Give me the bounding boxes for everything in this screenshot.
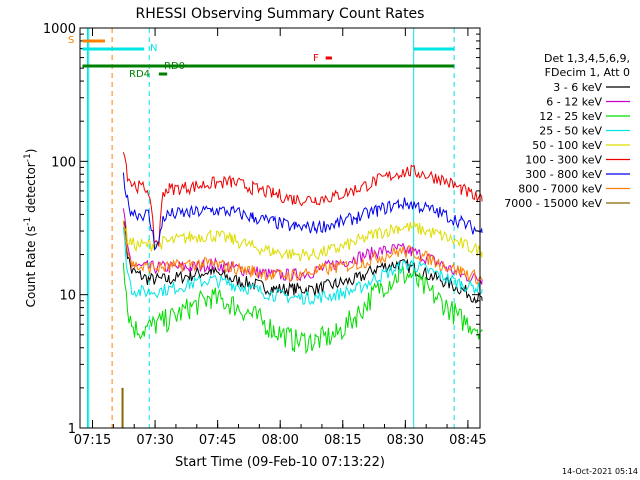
y-tick-label-2: 100	[51, 155, 76, 170]
x-tick-label-2: 07:45	[199, 433, 236, 448]
legend-label-7: 800 - 7000 keV	[518, 183, 602, 196]
legend-label-6: 300 - 800 keV	[525, 168, 602, 181]
x-tick-label-3: 08:00	[261, 433, 298, 448]
legend-label-8: 7000 - 15000 keV	[504, 197, 602, 210]
plot-area	[87, 28, 483, 428]
legend: Det 1,3,4,5,6,9, FDecim 1, Att 0 3 - 6 k…	[504, 52, 630, 210]
legend-header-line-1: Det 1,3,4,5,6,9,	[544, 52, 630, 65]
y-tick-label-1: 10	[59, 289, 76, 304]
x-tick-label-4: 08:15	[324, 433, 361, 448]
annotation-label-rd4: RD4	[129, 69, 150, 80]
x-axis-ticks: 07:15 07:30 07:45 08:00 08:15 08:30 08:45	[74, 28, 487, 448]
series-line-5	[122, 152, 483, 248]
x-tick-label-1: 07:30	[136, 433, 173, 448]
series-line-4	[122, 220, 483, 262]
legend-header-line-2: FDecim 1, Att 0	[545, 66, 630, 79]
y-tick-label-0: 1	[68, 422, 76, 437]
x-tick-label-6: 08:45	[449, 433, 486, 448]
annotation-label-rd0: RD0	[164, 61, 185, 72]
legend-label-3: 25 - 50 keV	[539, 125, 602, 138]
series-line-2	[122, 262, 483, 355]
plot-annotations: S N RD0 RD4 F	[68, 35, 455, 80]
y-tick-label-3: 1000	[43, 22, 76, 37]
legend-label-5: 100 - 300 keV	[525, 154, 602, 167]
x-tick-label-0: 07:15	[74, 433, 111, 448]
series-line-3	[122, 226, 483, 306]
series-line-6	[122, 172, 483, 251]
annotation-label-f: F	[313, 53, 319, 64]
y-axis-ticks: 1 10 100 1000	[43, 22, 480, 437]
series-line-1	[122, 208, 483, 285]
annotation-label-s: S	[68, 35, 74, 46]
legend-label-4: 50 - 100 keV	[532, 139, 602, 152]
legend-label-0: 3 - 6 keV	[553, 81, 602, 94]
x-axis-label: Start Time (09-Feb-10 07:13:22)	[175, 455, 385, 470]
legend-label-1: 6 - 12 keV	[546, 96, 602, 109]
series-line-7	[122, 220, 483, 285]
annotation-label-n: N	[150, 43, 157, 54]
chart-title: RHESSI Observing Summary Count Rates	[136, 6, 425, 22]
legend-label-2: 12 - 25 keV	[539, 110, 602, 123]
y-axis-label: Count Rate (s-1 detector-1)	[23, 149, 38, 308]
footer-date: 14-Oct-2021 05:14	[562, 467, 638, 476]
x-tick-label-5: 08:30	[387, 433, 424, 448]
